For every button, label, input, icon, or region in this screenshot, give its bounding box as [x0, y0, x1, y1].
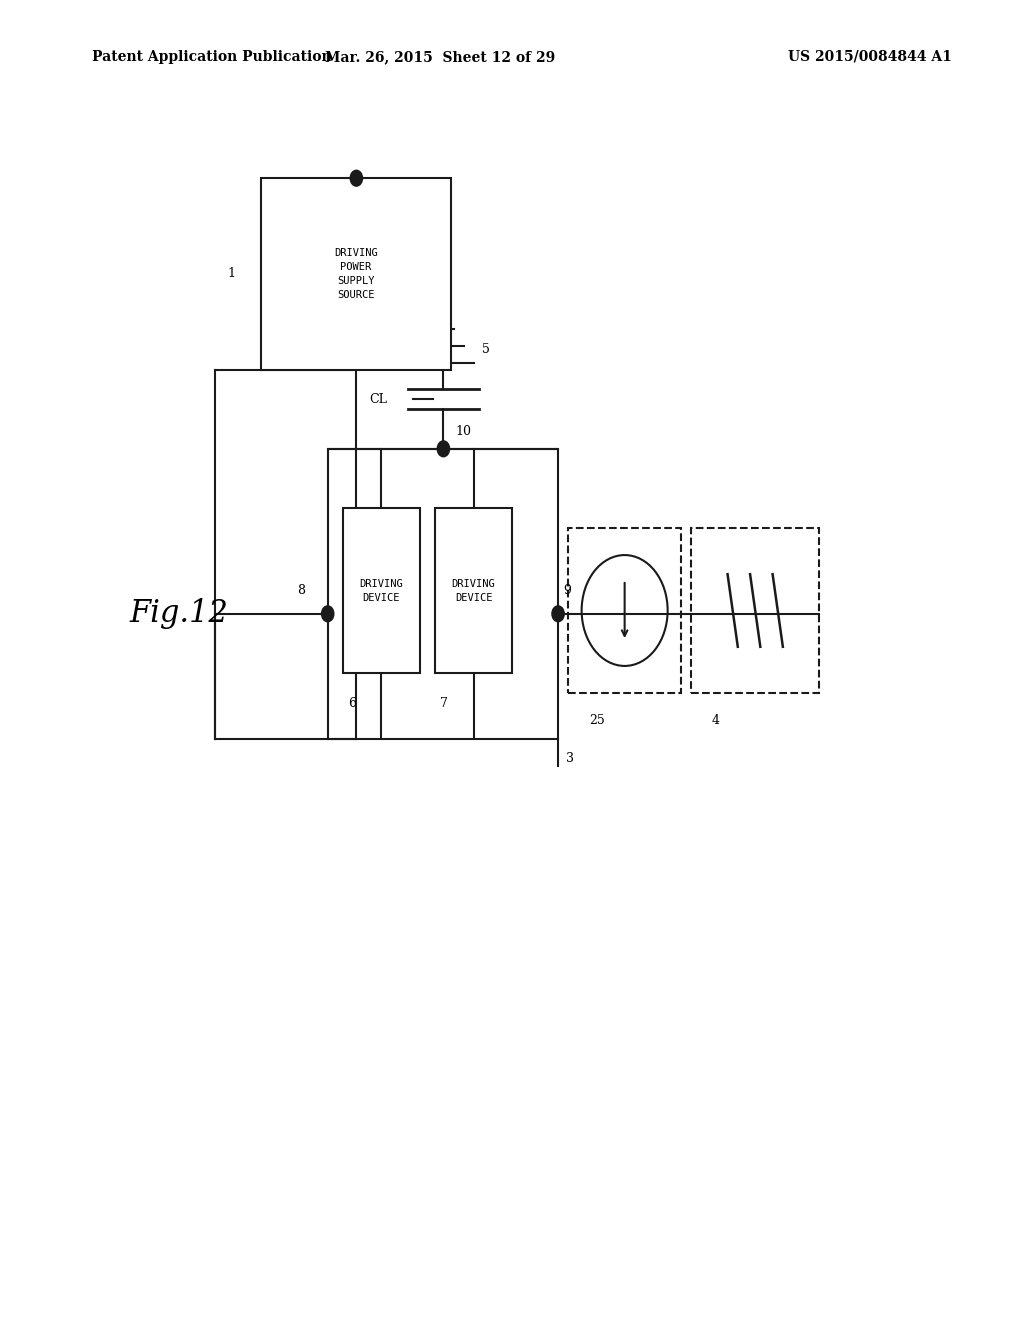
Text: Fig.12: Fig.12	[130, 598, 228, 630]
Text: 8: 8	[297, 583, 305, 597]
Text: 4: 4	[712, 714, 720, 727]
Bar	[261, 178, 451, 370]
Text: DRIVING
DEVICE: DRIVING DEVICE	[359, 578, 403, 603]
Bar	[691, 528, 819, 693]
Bar	[343, 508, 420, 673]
Text: CL: CL	[370, 393, 387, 405]
Circle shape	[322, 606, 334, 622]
Text: 6: 6	[348, 697, 356, 710]
Circle shape	[437, 441, 450, 457]
Text: Patent Application Publication: Patent Application Publication	[92, 50, 332, 63]
Circle shape	[552, 606, 564, 622]
Bar	[328, 449, 558, 739]
Text: 1: 1	[227, 268, 236, 280]
Text: 25: 25	[589, 714, 604, 727]
Text: 7: 7	[440, 697, 449, 710]
Text: DRIVING
DEVICE: DRIVING DEVICE	[452, 578, 496, 603]
Text: 9: 9	[563, 583, 571, 597]
Text: Mar. 26, 2015  Sheet 12 of 29: Mar. 26, 2015 Sheet 12 of 29	[326, 50, 555, 63]
Text: US 2015/0084844 A1: US 2015/0084844 A1	[788, 50, 952, 63]
Text: 5: 5	[482, 343, 490, 356]
Circle shape	[350, 170, 362, 186]
Bar	[435, 508, 512, 673]
Bar	[568, 528, 681, 693]
Text: 10: 10	[456, 425, 472, 438]
Text: 3: 3	[566, 752, 574, 766]
Text: DRIVING
POWER
SUPPLY
SOURCE: DRIVING POWER SUPPLY SOURCE	[334, 248, 378, 300]
